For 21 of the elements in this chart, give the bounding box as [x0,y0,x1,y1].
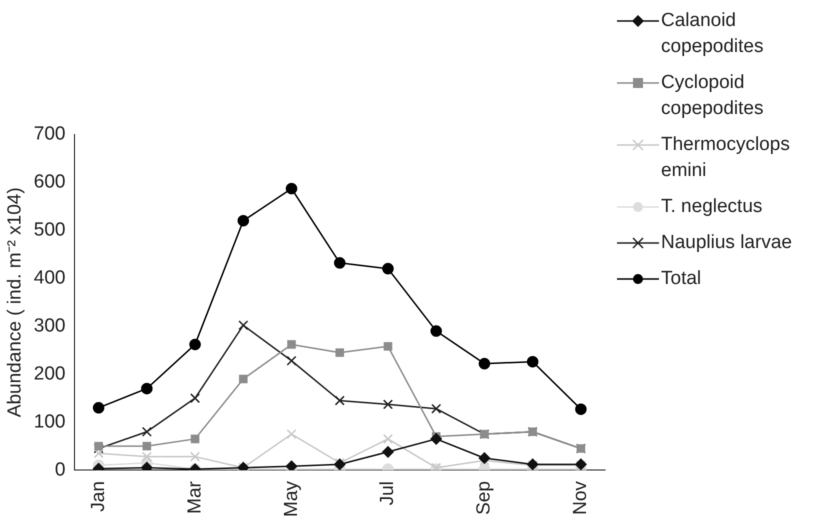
x-tick-label: Mar [184,480,206,514]
y-tick-label: 700 [34,124,66,145]
y-tick-label: 0 [54,459,66,480]
x-tick-label: Jan [88,481,109,512]
y-tick-label: 300 [34,315,66,336]
x-tick-label: Nov [570,480,592,515]
y-tick-label: 100 [34,411,66,432]
legend-label: Nauplius larvae [661,231,792,255]
y-tick-label: 400 [34,268,66,289]
x-tick-label: May [280,480,302,518]
legend-label: Total [661,267,702,291]
y-tick-label: 200 [34,363,66,384]
y-tick-label: 600 [34,172,66,193]
x-tick-label: Sep [474,481,495,515]
y-axis-title: Abundance ( ind. m⁻² x104) [4,187,26,418]
legend-label: Cyclopoid copepodites [661,71,764,121]
legend-label: T. neglectus [661,195,762,219]
legend-label: Thermocyclops emini [661,133,791,183]
x-tick-label: Jul [377,481,398,506]
legend-label: Calanoid copepodites [661,9,764,59]
y-tick-label: 500 [34,220,66,241]
